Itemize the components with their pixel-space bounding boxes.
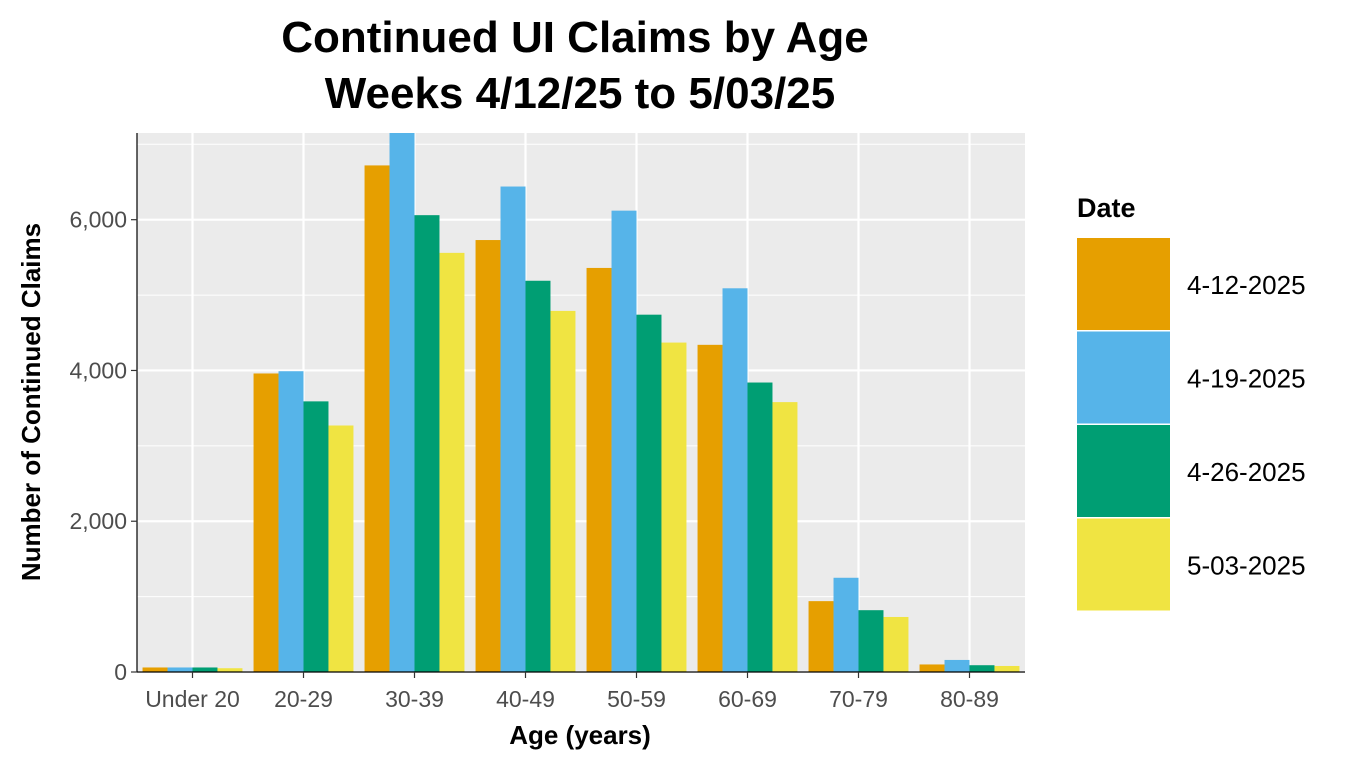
x-tick-label: 30-39 <box>385 686 444 712</box>
bar-4-26-2025-40-49 <box>525 280 551 672</box>
bar-4-26-2025-30-39 <box>414 215 440 672</box>
y-tick-label: 6,000 <box>69 207 127 233</box>
x-tick-label: Under 20 <box>145 686 240 712</box>
x-tick-label: 80-89 <box>940 686 999 712</box>
bar-5-03-2025-20-29 <box>328 425 354 672</box>
legend-key-5-03-2025 <box>1077 518 1170 611</box>
bar-4-26-2025-70-79 <box>858 610 884 672</box>
bar-4-26-2025-under-20 <box>192 667 218 672</box>
bar-5-03-2025-under-20 <box>217 668 243 672</box>
bar-5-03-2025-80-89 <box>994 665 1020 672</box>
bar-5-03-2025-30-39 <box>439 252 465 672</box>
bar-4-12-2025-70-79 <box>808 601 834 672</box>
bar-4-19-2025-20-29 <box>278 371 304 672</box>
bar-4-12-2025-80-89 <box>919 664 945 672</box>
legend-label-4-26-2025: 4-26-2025 <box>1187 457 1306 487</box>
bar-4-19-2025-under-20 <box>167 667 193 672</box>
legend: Date 4-12-2025 4-19-2025 4-26-2025 5-03-202… <box>1077 193 1306 611</box>
bar-4-12-2025-60-69 <box>697 344 723 672</box>
x-axis-title: Age (years) <box>509 720 651 750</box>
legend-key-4-19-2025 <box>1077 331 1170 424</box>
y-tick-label: 4,000 <box>69 357 127 383</box>
bar-4-19-2025-70-79 <box>833 577 859 672</box>
chart-title-line-2: Weeks 4/12/25 to 5/03/25 <box>325 69 835 118</box>
chart-title-line-1: Continued UI Claims by Age <box>281 13 869 62</box>
legend-key-4-26-2025 <box>1077 425 1170 517</box>
bar-4-12-2025-50-59 <box>586 267 612 672</box>
bar-4-12-2025-30-39 <box>364 165 390 672</box>
x-tick-label: 50-59 <box>607 686 666 712</box>
bar-5-03-2025-60-69 <box>772 402 798 672</box>
bar-4-26-2025-50-59 <box>636 314 662 672</box>
bar-4-12-2025-under-20 <box>142 667 168 672</box>
bar-4-19-2025-60-69 <box>722 288 748 672</box>
legend-label-4-12-2025: 4-12-2025 <box>1187 270 1306 300</box>
legend-label-4-19-2025: 4-19-2025 <box>1187 363 1306 393</box>
bar-4-26-2025-20-29 <box>303 401 329 672</box>
bar-4-12-2025-20-29 <box>253 373 279 672</box>
legend-title: Date <box>1077 193 1136 223</box>
x-tick-label: 20-29 <box>274 686 333 712</box>
bar-5-03-2025-50-59 <box>661 342 687 672</box>
bar-4-19-2025-40-49 <box>500 186 526 672</box>
bar-4-19-2025-80-89 <box>944 659 970 672</box>
bar-4-19-2025-30-39 <box>389 133 415 672</box>
x-tick-label: 70-79 <box>829 686 888 712</box>
bar-4-26-2025-60-69 <box>747 382 773 672</box>
bar-4-19-2025-50-59 <box>611 210 637 672</box>
bar-4-26-2025-80-89 <box>969 665 995 672</box>
bars <box>142 133 1020 673</box>
legend-label-5-03-2025: 5-03-2025 <box>1187 550 1306 580</box>
bar-5-03-2025-70-79 <box>883 616 909 672</box>
x-tick-label: 40-49 <box>496 686 555 712</box>
y-tick-label: 2,000 <box>69 508 127 534</box>
x-tick-label: 60-69 <box>718 686 777 712</box>
y-tick-label: 0 <box>114 659 127 685</box>
axes: 0 2,000 4,000 6,000 Under 20 20-29 30-39 40-49 5… <box>69 133 1025 712</box>
legend-key-4-12-2025 <box>1077 238 1170 330</box>
y-axis-title: Number of Continued Claims <box>16 223 46 581</box>
bar-5-03-2025-40-49 <box>550 310 576 672</box>
bar-4-12-2025-40-49 <box>475 240 501 673</box>
